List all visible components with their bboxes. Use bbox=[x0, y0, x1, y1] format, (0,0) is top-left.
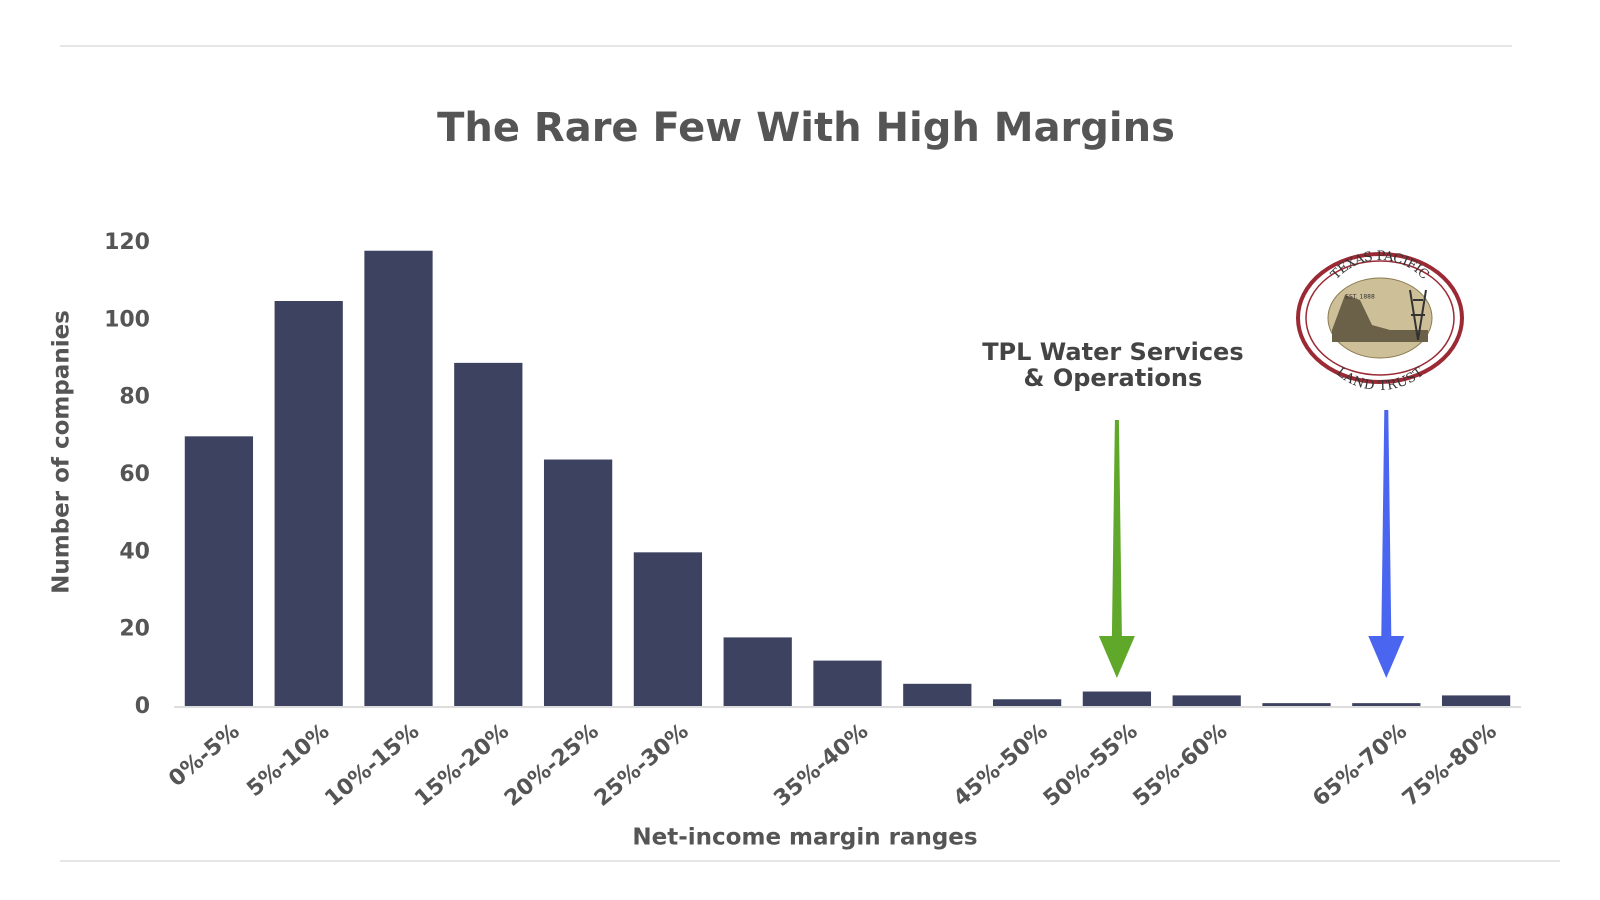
y-tick-label: 20 bbox=[119, 617, 150, 642]
chart-title: The Rare Few With High Margins bbox=[437, 105, 1175, 151]
bar bbox=[364, 250, 433, 707]
annotation-arrow bbox=[1098, 420, 1135, 678]
bar bbox=[184, 436, 254, 707]
logo: TEXAS PACIFIC LAND TRUST EST. 1888 bbox=[1296, 248, 1464, 394]
annotation-text: & Operations bbox=[1024, 364, 1203, 392]
y-tick-label: 40 bbox=[119, 539, 150, 564]
bar bbox=[543, 459, 613, 707]
bar bbox=[1172, 695, 1241, 707]
x-tick-label: 0%-5% bbox=[164, 719, 244, 792]
bar bbox=[274, 301, 343, 707]
bar bbox=[813, 660, 882, 707]
bar bbox=[1082, 691, 1152, 707]
bar bbox=[903, 683, 972, 707]
x-tick-label: 45%-50% bbox=[949, 719, 1053, 812]
x-tick-label: 15%-20% bbox=[410, 719, 514, 812]
bar bbox=[454, 362, 523, 707]
annotation-text: TPL Water Services bbox=[982, 338, 1243, 366]
x-tick-label: 75%-80% bbox=[1398, 719, 1502, 812]
y-tick-label: 100 bbox=[104, 307, 150, 332]
x-tick-label: 55%-60% bbox=[1129, 719, 1233, 812]
x-tick-label: 5%-10% bbox=[242, 719, 334, 802]
bar bbox=[723, 637, 792, 707]
bar bbox=[633, 552, 703, 707]
x-tick-label: 65%-70% bbox=[1308, 719, 1412, 812]
x-tick-label: 50%-55% bbox=[1039, 719, 1143, 812]
logo-derrick bbox=[1409, 289, 1427, 341]
x-axis-label: Net-income margin ranges bbox=[632, 825, 977, 851]
logo-mesa bbox=[1332, 295, 1428, 342]
logo-est: EST. 1888 bbox=[1345, 294, 1375, 301]
bar bbox=[992, 699, 1062, 707]
annotation-arrow bbox=[1368, 410, 1405, 678]
y-axis-label: Number of companies bbox=[49, 310, 75, 594]
bar bbox=[1352, 703, 1421, 707]
bar bbox=[1441, 695, 1511, 707]
y-tick-label: 80 bbox=[119, 385, 150, 410]
bar bbox=[1262, 703, 1331, 707]
x-tick-label: 25%-30% bbox=[590, 719, 694, 812]
x-tick-label: 20%-25% bbox=[500, 719, 604, 812]
logo-ring bbox=[1305, 260, 1455, 376]
x-tick-label: 10%-15% bbox=[320, 719, 424, 812]
x-tick-label: 35%-40% bbox=[769, 719, 873, 812]
y-tick-label: 0 bbox=[135, 694, 150, 719]
y-tick-label: 120 bbox=[104, 230, 150, 255]
y-tick-label: 60 bbox=[119, 462, 150, 487]
